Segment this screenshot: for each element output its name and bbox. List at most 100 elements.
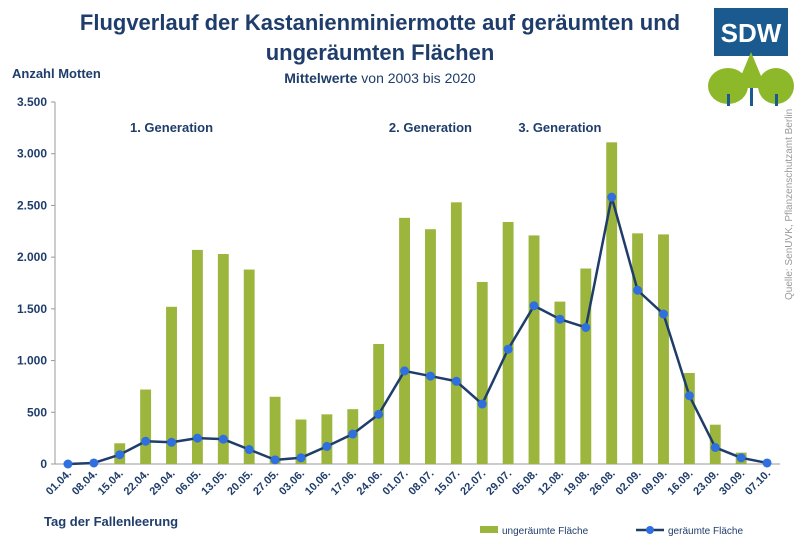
generation-annotation: 2. Generation (389, 120, 472, 135)
x-tick-label: 27.05. (251, 468, 281, 498)
sdw-logo: SDW (708, 8, 794, 106)
logo-blue-panel (714, 8, 788, 56)
y-tick-label: 2.500 (17, 198, 47, 212)
line-geraeumt (67, 195, 768, 466)
point-geraeumt (167, 437, 177, 447)
point-geraeumt (218, 434, 228, 444)
logo-tree-left (708, 68, 748, 104)
x-tick-label: 20.05. (225, 468, 255, 498)
point-geraeumt (581, 322, 591, 332)
point-geraeumt (425, 371, 435, 381)
point-geraeumt (322, 441, 332, 451)
chart-subtitle: Mittelwerte von 2003 bis 2020 (160, 70, 600, 86)
legend-label-line: geräumte Fläche (668, 526, 743, 537)
point-geraeumt (477, 399, 487, 409)
x-tick-label: 01.04. (44, 468, 74, 498)
point-geraeumt (451, 376, 461, 386)
chart-title: Flugverlauf der Kastanienminiermotte auf… (60, 8, 700, 68)
x-tick-label: 02.09. (614, 468, 644, 498)
x-tick-label: 15.07. (432, 468, 462, 498)
point-geraeumt (296, 453, 306, 463)
point-geraeumt (762, 458, 772, 468)
x-tick-label: 03.06. (277, 468, 307, 498)
bar-ungeraeumt (658, 234, 669, 464)
bar-ungeraeumt (166, 306, 177, 464)
y-tick-label: 3.000 (17, 147, 47, 161)
bar-ungeraeumt (191, 249, 203, 464)
point-geraeumt (684, 391, 694, 401)
bar-ungeraeumt (321, 414, 333, 464)
x-tick-label: 17.06. (329, 468, 359, 498)
point-geraeumt (374, 409, 384, 419)
point-geraeumt (736, 453, 746, 463)
point-geraeumt (348, 429, 358, 439)
bar-ungeraeumt (683, 372, 695, 464)
bar-ungeraeumt (373, 344, 385, 464)
subtitle-rest: von 2003 bis 2020 (357, 70, 476, 86)
bar-ungeraeumt (606, 142, 618, 464)
point-geraeumt (89, 458, 99, 468)
bar-ungeraeumt (217, 254, 229, 464)
chart-title-line1: Flugverlauf der Kastanienminiermotte auf… (79, 10, 681, 35)
x-tick-label: 13.05. (199, 468, 229, 498)
bar-ungeraeumt (140, 389, 152, 464)
y-axis-title: Anzahl Motten (12, 66, 101, 81)
bar-ungeraeumt (528, 235, 540, 464)
x-tick-label: 29.04. (148, 468, 178, 498)
x-tick-label: 08.04. (70, 468, 100, 498)
point-geraeumt (63, 459, 73, 469)
bar-ungeraeumt (502, 221, 514, 464)
logo-tree-middle (736, 52, 766, 88)
bar-ungeraeumt (450, 202, 462, 464)
point-geraeumt (633, 285, 643, 295)
point-geraeumt (141, 436, 151, 446)
x-tick-label: 22.04. (122, 468, 152, 498)
x-tick-label: 06.05. (173, 468, 203, 498)
legend-marker (646, 526, 654, 534)
point-geraeumt (244, 445, 254, 455)
point-geraeumt (503, 344, 513, 354)
x-tick-label: 07.10. (743, 468, 773, 498)
legend-label-bar: ungeräumte Fläche (502, 526, 589, 537)
point-geraeumt (192, 433, 202, 443)
x-tick-label: 30.09. (717, 468, 747, 498)
point-geraeumt (710, 442, 720, 452)
subtitle-bold: Mittelwerte (284, 70, 358, 86)
x-tick-label: 23.09. (691, 468, 721, 498)
legend-swatch-bar (480, 526, 498, 533)
bar-ungeraeumt (295, 419, 307, 464)
x-tick-label: 12.08. (536, 468, 566, 498)
bar-ungeraeumt (243, 269, 255, 464)
point-geraeumt (658, 309, 668, 319)
bar-ungeraeumt (580, 268, 592, 464)
x-tick-label: 26.08. (588, 468, 618, 498)
generation-annotation: 1. Generation (130, 120, 213, 135)
x-tick-label: 24.06. (355, 468, 385, 498)
generation-annotation: 3. Generation (518, 120, 601, 135)
logo-trunk-middle (750, 88, 753, 106)
x-tick-label: 29.07. (484, 468, 514, 498)
logo-trunk-right (775, 94, 778, 106)
bar-ungeraeumt (425, 229, 436, 464)
logo-text: SDW (721, 18, 782, 48)
point-geraeumt (607, 192, 617, 202)
bar-ungeraeumt (269, 396, 281, 464)
point-geraeumt (400, 366, 410, 376)
logo-tree-right (758, 68, 794, 104)
y-tick-label: 0 (40, 457, 47, 471)
x-tick-label: 22.07. (458, 468, 488, 498)
x-tick-label: 08.07. (406, 468, 436, 498)
x-tick-label: 15.04. (96, 468, 126, 498)
point-geraeumt (555, 314, 565, 324)
x-axis-title: Tag der Fallenleerung (44, 514, 179, 529)
chart-title-line2: ungeräumten Flächen (265, 40, 495, 65)
y-tick-label: 1.500 (17, 302, 47, 316)
x-tick-label: 09.09. (639, 468, 669, 498)
x-tick-label: 05.08. (510, 468, 540, 498)
logo-trunk-left (727, 94, 730, 106)
bar-ungeraeumt (399, 217, 410, 464)
x-tick-label: 10.06. (303, 468, 333, 498)
bar-ungeraeumt (476, 281, 488, 464)
y-tick-label: 1.000 (17, 354, 47, 368)
